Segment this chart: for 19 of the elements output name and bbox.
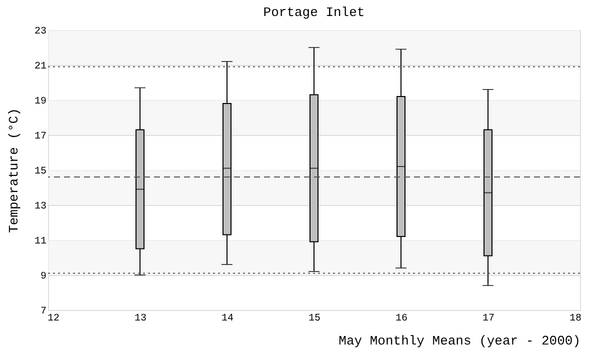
y-tick-label: 17 — [34, 132, 46, 142]
x-tick-label: 18 — [569, 314, 582, 324]
x-axis-title: May Monthly Means (year - 2000) — [338, 334, 580, 348]
y-tick-label: 15 — [34, 166, 46, 178]
x-tick-label: 17 — [482, 314, 495, 324]
y-tick-label: 9 — [40, 272, 46, 282]
y-tick-label: 19 — [34, 96, 46, 108]
x-tick-label: 14 — [221, 314, 234, 324]
y-tick-label: 7 — [40, 306, 46, 318]
y-tick-label: 23 — [34, 26, 46, 38]
x-tick-label: 12 — [47, 314, 60, 324]
y-tick-label: 21 — [34, 62, 46, 72]
x-tick-label: 15 — [308, 314, 321, 324]
y-axis-title: Temperature (°C) — [6, 108, 22, 233]
y-tick-label: 11 — [34, 236, 46, 248]
y-tick-label: 13 — [34, 202, 46, 212]
x-tick-label: 16 — [395, 314, 408, 324]
chart-title: Portage Inlet — [263, 5, 365, 20]
x-tick-label: 13 — [134, 314, 147, 324]
